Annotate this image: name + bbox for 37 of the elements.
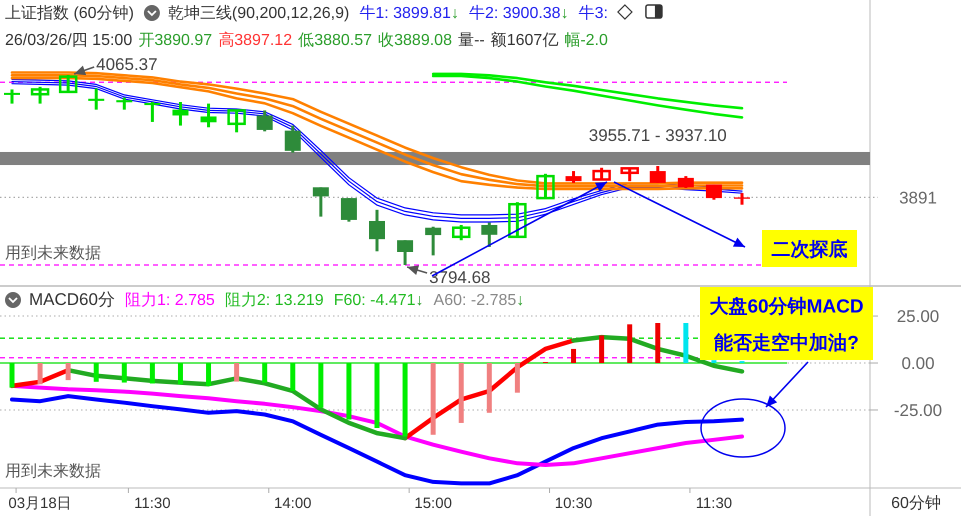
text: 低3880.57 xyxy=(298,32,372,49)
text: 牛3: xyxy=(578,4,608,22)
annotation: F60: -4.471↓ xyxy=(334,292,424,309)
annotation: 4065.37 xyxy=(96,55,158,74)
annotation: 用到未来数据 xyxy=(5,244,101,262)
text: 高3897.12 xyxy=(218,31,292,49)
text: 牛2: 3900.38↓ xyxy=(468,4,569,22)
text: 二次探底 xyxy=(772,238,848,260)
text: 收3889.08 xyxy=(378,32,452,49)
text: 量-- xyxy=(458,32,485,49)
y-tick-label: -25.00 xyxy=(894,400,942,420)
annotation: 能否走空中加油? xyxy=(714,332,859,354)
x-tick-label: 11:30 xyxy=(696,495,732,512)
band-label: 3955.71 - 3937.10 xyxy=(588,126,727,145)
chart-subtitle: 乾坤三线(90,200,12,26,9) xyxy=(168,4,350,22)
x-tick-label: 10:30 xyxy=(554,495,592,512)
text: 26/03/26/四 15:00 xyxy=(5,32,132,49)
x-tick-label: 15:00 xyxy=(414,495,452,512)
chart-title: MACD60分 xyxy=(29,290,115,309)
annotation: A60: -2.785↓ xyxy=(434,292,524,309)
annotation: 阻力1: 2.785 xyxy=(124,291,215,309)
text: 开3890.97 xyxy=(138,32,212,49)
text: 牛1: 3899.81↓ xyxy=(359,4,459,22)
x-tick-label: 11:30 xyxy=(134,495,171,512)
y-tick-label: 0.00 xyxy=(901,354,935,374)
annotation: 3794.68 xyxy=(429,268,491,287)
annotation: 阻力2: 13.219 xyxy=(224,291,324,309)
annotation: 用到未来数据 xyxy=(5,462,101,480)
text: 3891 xyxy=(899,188,937,208)
chart-title: 上证指数 (60分钟) xyxy=(5,4,134,22)
x-tick-label: 03月18日 xyxy=(8,495,72,512)
x-tick-label: 14:00 xyxy=(274,495,312,512)
text: 60分钟 xyxy=(891,495,941,512)
text: 幅-2.0 xyxy=(564,32,608,49)
text: 额1607亿 xyxy=(490,31,558,49)
annotation: 大盘60分钟MACD xyxy=(709,295,864,318)
y-tick-label: 25.00 xyxy=(896,307,940,326)
